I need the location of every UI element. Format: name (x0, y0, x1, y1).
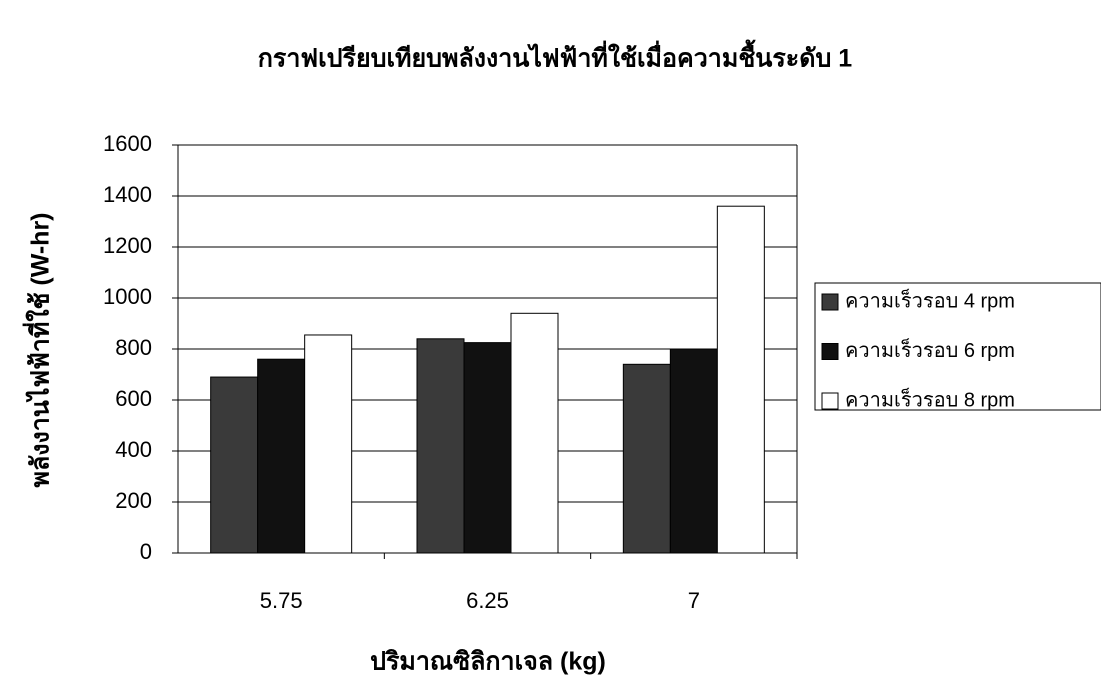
y-tick-label: 1000 (103, 284, 152, 309)
y-axis-title: พลังงานไฟฟ้าที่ใช้ (W-hr) (23, 212, 55, 487)
x-tick-label: 6.25 (466, 588, 509, 613)
legend-swatch (821, 293, 839, 311)
bar (210, 376, 259, 554)
bar (463, 342, 512, 554)
bar (716, 205, 765, 554)
chart-title: กราฟเปรียบเทียบพลังงานไฟฟ้าที่ใช้เมื่อคว… (258, 39, 852, 73)
y-tick-label: 800 (115, 335, 152, 360)
bar (304, 334, 353, 554)
bar (669, 348, 718, 554)
y-tick-label: 1600 (103, 131, 152, 156)
y-tick-label: 0 (140, 539, 152, 564)
legend-label: ความเร็วรอบ 8 rpm (845, 386, 1015, 411)
y-tick-label: 1200 (103, 233, 152, 258)
x-tick-label: 5.75 (260, 588, 303, 613)
bar (510, 312, 559, 554)
legend-label: ความเร็วรอบ 6 rpm (845, 337, 1015, 362)
x-axis-title: ปริมาณซิลิกาเจล (kg) (370, 648, 606, 676)
bar (257, 358, 306, 554)
y-tick-label: 1400 (103, 182, 152, 207)
legend-box (814, 282, 1101, 411)
y-tick-label: 200 (115, 488, 152, 513)
x-tick-label: 7 (688, 588, 700, 613)
y-tick-label: 400 (115, 437, 152, 462)
legend-swatch (821, 343, 839, 360)
bar (622, 363, 671, 554)
bar (416, 338, 465, 554)
legend-label: ความเร็วรอบ 4 rpm (845, 287, 1015, 312)
legend-swatch (821, 392, 839, 410)
y-tick-label: 600 (115, 386, 152, 411)
